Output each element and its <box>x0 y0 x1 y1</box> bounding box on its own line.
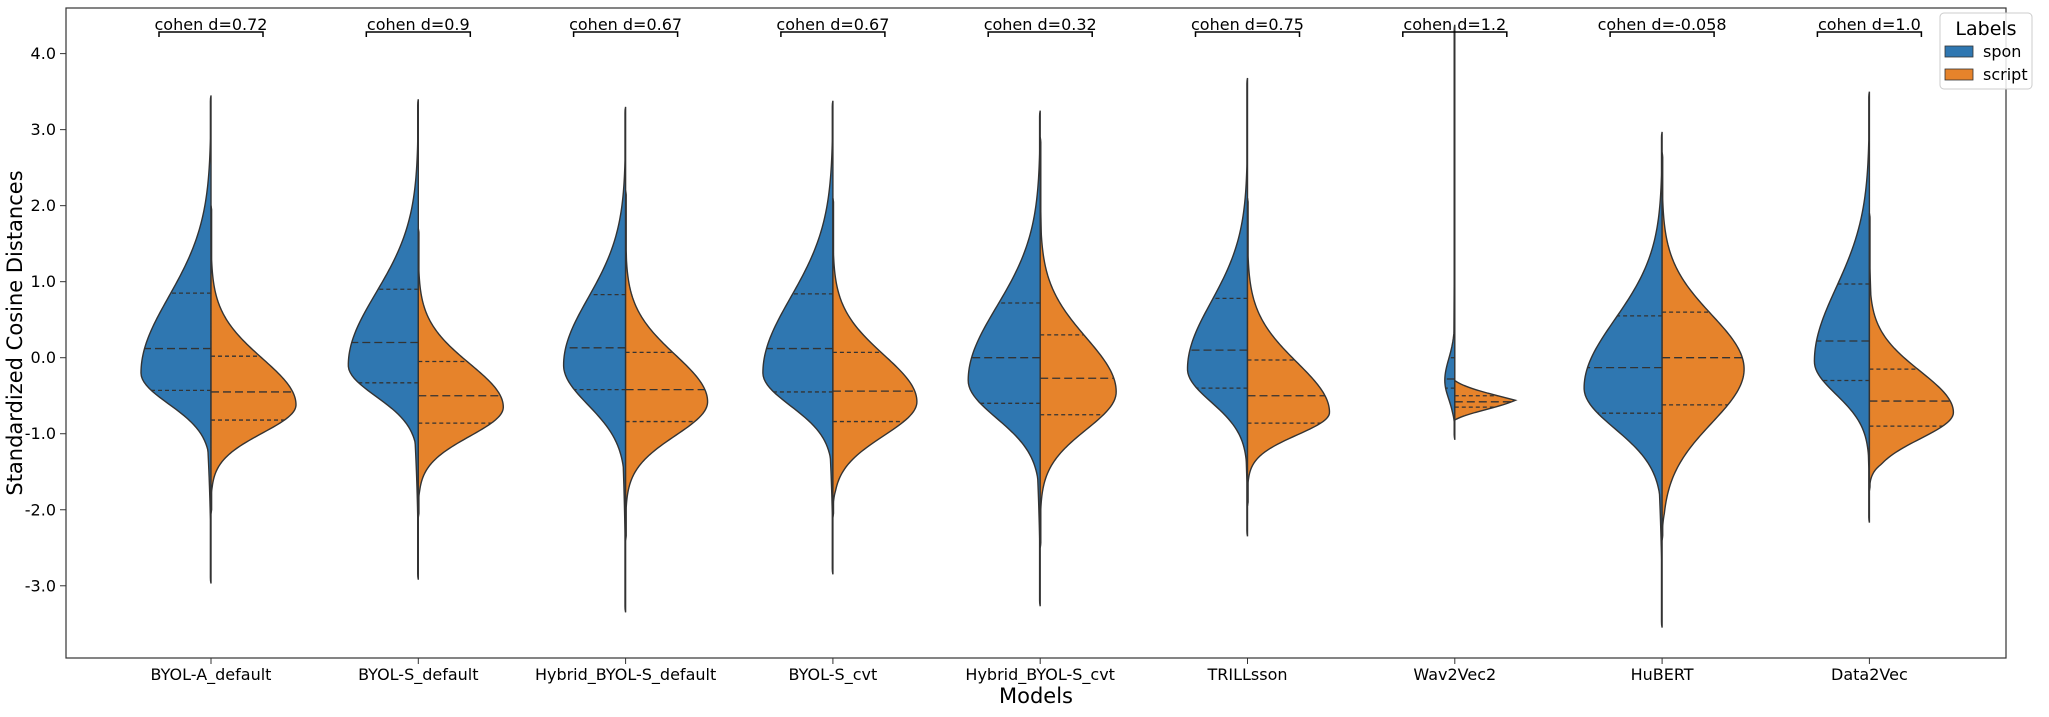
violin-script-byol-s-default <box>417 228 505 518</box>
violin-script-hybrid-byol-s-cvt <box>1039 137 1117 548</box>
violin-script-hubert <box>1661 152 1745 541</box>
violin-script-byol-a-default <box>210 205 297 514</box>
annotation-text-byol-s-default: cohen d=0.9 <box>367 15 470 34</box>
violin-script-hybrid-byol-s-default <box>624 190 709 541</box>
violin-spon-data2vec <box>1813 91 1871 523</box>
violin-spon-hybrid-byol-s-cvt <box>967 110 1041 607</box>
annotation-bracket-hybrid-byol-s-cvt <box>987 31 1093 37</box>
annotation-text-wav2vec2: cohen d=1.2 <box>1403 15 1506 34</box>
annotation-text-trillsson: cohen d=0.75 <box>1191 15 1304 34</box>
violin-spon-hubert <box>1583 131 1663 628</box>
annotation-text-hubert: cohen d=-0.058 <box>1598 15 1727 34</box>
annotation-text-byol-a-default: cohen d=0.72 <box>155 15 268 34</box>
annotations-layer: cohen d=0.72 cohen d=0.9 cohen d=0.67 cohen… <box>155 15 1923 37</box>
y-tick-label-7: 4.0 <box>31 44 56 63</box>
legend-title: Labels <box>1955 18 2016 40</box>
annotation-text-hybrid-byol-s-cvt: cohen d=0.32 <box>984 15 1097 34</box>
annotation-bracket-wav2vec2 <box>1402 31 1508 37</box>
legend-swatch-spon <box>1944 45 1974 58</box>
x-axis-title: Models <box>999 684 1073 708</box>
y-axis-title: Standardized Cosine Distances <box>3 170 27 495</box>
legend-label-script: script <box>1983 65 2028 84</box>
annotation-bracket-data2vec <box>1816 31 1923 37</box>
violin-script-data2vec <box>1868 213 1955 491</box>
violin-spon-byol-a-default <box>140 95 212 584</box>
y-tick-label-1: -2.0 <box>25 500 56 519</box>
x-tick-label-hubert: HuBERT <box>1631 665 1694 684</box>
x-tick-label-data2vec: Data2Vec <box>1831 665 1908 684</box>
annotation-bracket-hybrid-byol-s-default <box>572 31 679 37</box>
annotation-bracket-byol-s-cvt <box>780 31 886 37</box>
legend: Labels spon script <box>1939 12 2033 90</box>
x-axis: BYOL-A_default BYOL-S_default Hybrid_BYOL-… <box>151 658 1908 685</box>
violin-script-byol-s-cvt <box>832 197 918 518</box>
annotation-text-data2vec: cohen d=1.0 <box>1818 15 1921 34</box>
violin-spon-byol-s-default <box>347 99 419 580</box>
y-tick-label-3: 0.0 <box>31 348 56 367</box>
annotation-text-hybrid-byol-s-default: cohen d=0.67 <box>569 15 682 34</box>
y-tick-label-5: 2.0 <box>31 196 56 215</box>
x-tick-label-byol-s-cvt: BYOL-S_cvt <box>789 665 878 685</box>
annotation-bracket-byol-a-default <box>158 31 264 37</box>
violin-spon-byol-s-cvt <box>762 100 834 575</box>
x-tick-label-wav2vec2: Wav2Vec2 <box>1413 665 1496 684</box>
legend-label-spon: spon <box>1983 42 2021 61</box>
x-tick-label-hybrid-byol-s-cvt: Hybrid_BYOL-S_cvt <box>965 665 1115 685</box>
violin-spon-wav2vec2 <box>1444 24 1456 440</box>
x-tick-label-byol-a-default: BYOL-A_default <box>151 665 272 685</box>
x-tick-label-byol-s-default: BYOL-S_default <box>358 665 478 685</box>
annotation-bracket-trillsson <box>1194 31 1301 37</box>
x-tick-label-trillsson: TRILLsson <box>1206 665 1287 684</box>
x-tick-label-hybrid-byol-s-default: Hybrid_BYOL-S_default <box>535 665 716 685</box>
violin-script-wav2vec2 <box>1454 379 1518 422</box>
y-tick-label-6: 3.0 <box>31 120 56 139</box>
violin-spon-trillsson <box>1186 77 1249 537</box>
legend-swatch-script <box>1944 68 1974 81</box>
y-tick-label-0: -3.0 <box>25 576 56 595</box>
quartile-lines-layer <box>144 283 1951 427</box>
violins-layer <box>140 24 1955 628</box>
y-axis: -3.0 -2.0 -1.0 0.0 1.0 2.0 3.0 4.0 <box>25 44 66 595</box>
y-tick-label-4: 1.0 <box>31 272 56 291</box>
annotation-bracket-byol-s-default <box>365 31 472 37</box>
annotation-text-byol-s-cvt: cohen d=0.67 <box>776 15 889 34</box>
y-tick-label-2: -1.0 <box>25 424 56 443</box>
annotation-bracket-hubert <box>1609 31 1715 37</box>
violin-script-trillsson <box>1246 197 1331 507</box>
